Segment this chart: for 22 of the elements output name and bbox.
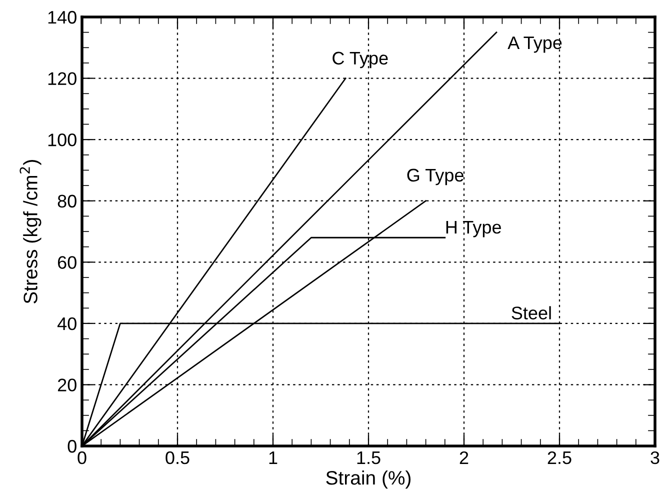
x-tick-label: 0 xyxy=(78,451,86,464)
x-tick-label: 2 xyxy=(460,451,468,464)
y-tick-label: 100 xyxy=(48,134,76,146)
annotation: H Type xyxy=(446,221,501,238)
y-tick-label: 80 xyxy=(58,194,76,208)
y-tick-label: 40 xyxy=(57,317,76,330)
annotation: G Type xyxy=(407,168,464,186)
y-axis-title: Stress (kgf /cm$^{2}$) xyxy=(20,160,42,304)
x-axis-title: Strain (%) xyxy=(326,470,411,489)
x-tick-label: 2.5 xyxy=(548,451,572,464)
x-tick-label: 1.5 xyxy=(357,452,380,464)
y-tick-label: 20 xyxy=(58,378,76,392)
annotation: A Type xyxy=(508,36,562,53)
y-tick-label: 60 xyxy=(58,256,76,269)
annotation: Steel xyxy=(512,306,551,320)
y-tick-label: 120 xyxy=(48,72,76,86)
x-tick-label: 1 xyxy=(269,452,278,464)
x-tick-label: 0.5 xyxy=(166,451,190,464)
y-tick-label: 0 xyxy=(68,440,76,453)
x-tick-label: 3 xyxy=(650,451,660,464)
annotation: C Type xyxy=(332,52,388,68)
y-tick-label: 140 xyxy=(48,10,76,24)
